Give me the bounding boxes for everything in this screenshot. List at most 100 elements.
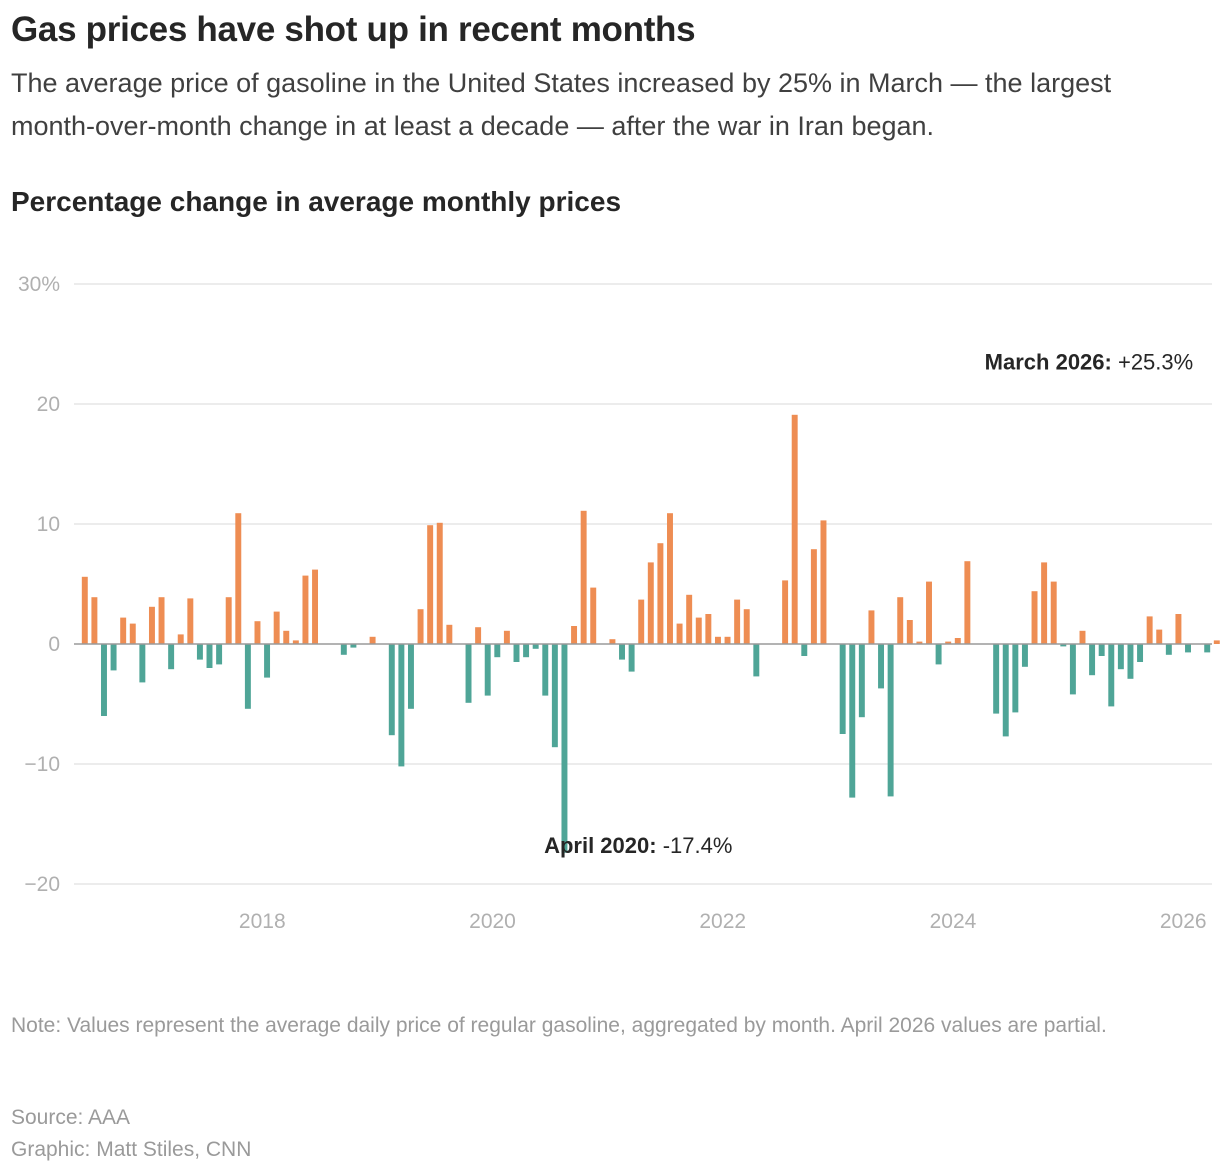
- bar: [139, 644, 146, 683]
- bar: [782, 580, 789, 644]
- bar: [417, 609, 424, 644]
- bar: [887, 644, 894, 797]
- bar: [503, 630, 510, 644]
- bar: [580, 510, 587, 644]
- annotation-min: April 2020: -17.4%: [544, 833, 732, 858]
- bar: [628, 644, 635, 672]
- y-tick-label: 30%: [18, 273, 60, 296]
- bar: [810, 549, 817, 644]
- bar: [1060, 644, 1067, 647]
- bar: [897, 597, 904, 644]
- bar: [1089, 644, 1096, 676]
- bar: [791, 414, 798, 644]
- bar: [81, 576, 88, 644]
- bar: [676, 623, 683, 644]
- bar: [551, 644, 558, 748]
- bar: [1021, 644, 1028, 667]
- bar: [1069, 644, 1076, 695]
- bar: [436, 522, 443, 644]
- bar: [1156, 629, 1163, 644]
- x-tick-label: 2024: [930, 910, 977, 933]
- bars: [81, 414, 1220, 853]
- y-tick-label: −20: [24, 873, 60, 896]
- bar: [398, 644, 405, 767]
- y-axis-labels: 30% 20 10 0 −10 −20: [18, 273, 60, 896]
- bar: [1165, 644, 1172, 655]
- bar: [148, 606, 155, 644]
- bar: [858, 644, 865, 718]
- bar: [657, 543, 664, 644]
- bar: [647, 562, 654, 644]
- bar: [954, 638, 961, 644]
- bar: [292, 640, 299, 644]
- bar: [839, 644, 846, 734]
- bar: [302, 575, 309, 644]
- bar: [1127, 644, 1134, 679]
- x-tick-label: 2018: [239, 910, 286, 933]
- bar: [283, 630, 290, 644]
- x-tick-label: 2026: [1160, 910, 1207, 933]
- x-tick-label: 2022: [699, 910, 746, 933]
- chart-heading: Percentage change in average monthly pri…: [11, 186, 622, 217]
- bar: [225, 597, 232, 644]
- bar: [1079, 630, 1086, 644]
- bar: [206, 644, 213, 668]
- bar: [446, 624, 453, 644]
- y-tick-label: −10: [24, 753, 60, 776]
- bar: [724, 636, 731, 644]
- bar: [264, 644, 271, 678]
- bar: [1012, 644, 1019, 713]
- bar: [935, 644, 942, 665]
- bar: [1175, 614, 1182, 644]
- bar: [465, 644, 472, 703]
- bar: [350, 644, 357, 648]
- y-tick-label: 0: [48, 633, 60, 656]
- bar: [868, 610, 875, 644]
- bar: [1185, 644, 1191, 653]
- bar: [945, 641, 952, 644]
- bar: [475, 627, 482, 644]
- bar: [523, 644, 530, 658]
- bar: [369, 636, 376, 644]
- bar: [254, 621, 261, 644]
- footnote: Note: Values represent the average daily…: [11, 1014, 1107, 1037]
- bar: [964, 561, 971, 644]
- bar: [120, 617, 127, 644]
- bar: [407, 644, 414, 709]
- bar: [878, 644, 885, 689]
- bar: [494, 644, 501, 658]
- bar: [110, 644, 117, 671]
- bar: [532, 644, 539, 649]
- chart-subtitle: The average price of gasoline in the Uni…: [11, 68, 1112, 141]
- bar: [993, 644, 1000, 714]
- bar: [1146, 616, 1153, 644]
- bar: [743, 609, 750, 644]
- bar: [906, 620, 913, 644]
- bar: [129, 623, 136, 644]
- annotation-max: March 2026: +25.3%: [985, 349, 1194, 374]
- bar: [609, 639, 616, 644]
- bar: [1204, 644, 1211, 653]
- bar: [244, 644, 251, 709]
- annotations: March 2026: +25.3% April 2020: -17.4%: [544, 349, 1193, 857]
- bar: [513, 644, 520, 662]
- bar: [734, 599, 741, 644]
- bar: [340, 644, 347, 655]
- bar: [1213, 640, 1220, 644]
- bar: [312, 569, 319, 644]
- bar: [196, 644, 203, 660]
- y-tick-label: 10: [37, 513, 60, 536]
- bar: [753, 644, 760, 677]
- bar: [158, 597, 165, 644]
- bar: [484, 644, 491, 696]
- bar: [216, 644, 223, 665]
- bar: [1031, 591, 1038, 644]
- bar: [1098, 644, 1105, 656]
- bar: [273, 611, 280, 644]
- bar: [235, 513, 242, 644]
- bar: [705, 614, 712, 644]
- source-line: Source: AAA: [11, 1106, 131, 1129]
- credit-line: Graphic: Matt Stiles, CNN: [11, 1138, 252, 1161]
- bar: [561, 644, 568, 853]
- bar: [571, 626, 578, 644]
